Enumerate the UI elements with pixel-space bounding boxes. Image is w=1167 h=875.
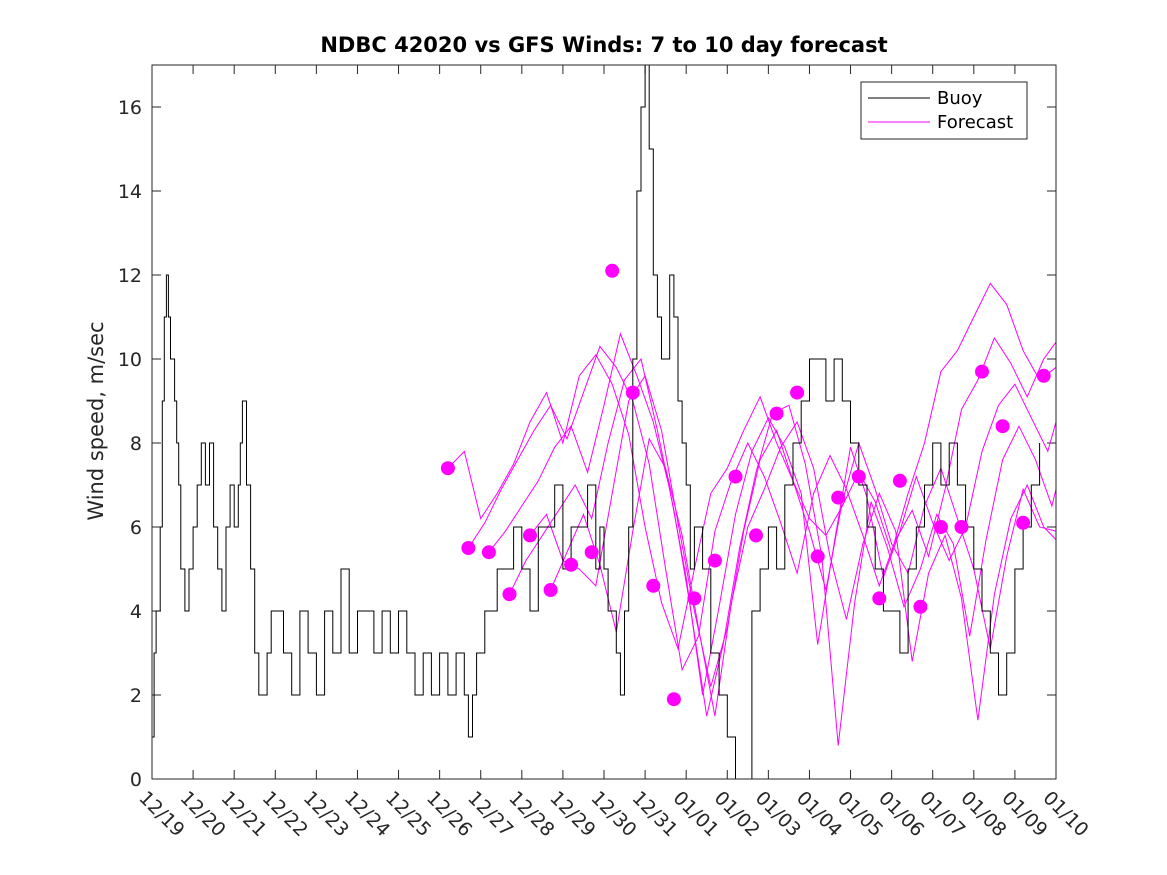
forecast-point	[481, 545, 496, 560]
legend-forecast-label: Forecast	[937, 112, 1013, 133]
forecast-point	[584, 545, 599, 560]
forecast-point	[646, 578, 661, 593]
forecast-point	[687, 591, 702, 606]
forecast-point	[564, 557, 579, 572]
buoy-series-line	[152, 65, 1041, 779]
forecast-point	[851, 469, 866, 484]
forecast-series-line	[447, 282, 1056, 651]
data-layer	[152, 65, 1056, 779]
forecast-point	[749, 528, 763, 543]
forecast-point	[790, 385, 805, 400]
forecast-point	[605, 263, 620, 278]
forecast-point	[502, 587, 517, 602]
forecast-point	[1016, 515, 1031, 530]
y-axis-label: Wind speed, m/sec	[84, 321, 108, 520]
y-tick-label: 10	[118, 349, 142, 371]
plot-frame	[151, 64, 1057, 780]
forecast-point	[440, 461, 455, 476]
forecast-series-line	[488, 332, 1056, 696]
forecast-series-line	[550, 420, 1056, 721]
y-tick-label: 14	[118, 181, 142, 203]
marker-layer	[440, 263, 1051, 707]
y-tick-label: 6	[130, 517, 142, 539]
forecast-point	[831, 490, 846, 505]
forecast-point	[769, 406, 784, 421]
y-tick-label: 8	[130, 433, 142, 455]
y-tick-label: 4	[130, 601, 142, 623]
forecast-point	[954, 520, 969, 534]
forecast-point	[892, 473, 907, 488]
y-tick-label: 0	[130, 769, 142, 791]
forecast-series-line	[509, 357, 1056, 746]
forecast-point	[872, 591, 887, 606]
forecast-point	[707, 553, 722, 568]
forecast-point	[810, 549, 825, 564]
forecast-point	[913, 599, 928, 614]
legend: Buoy Forecast	[860, 81, 1028, 140]
forecast-point	[543, 583, 558, 597]
y-tick-label: 16	[118, 97, 142, 119]
forecast-point	[625, 385, 640, 400]
forecast-point	[461, 541, 476, 555]
forecast-point	[1036, 368, 1051, 383]
y-tick-label: 12	[118, 265, 142, 287]
y-tick-label: 2	[130, 685, 142, 707]
forecast-point	[995, 419, 1010, 434]
forecast-point	[975, 364, 989, 379]
forecast-point	[933, 520, 948, 534]
forecast-point	[523, 528, 537, 543]
forecast-point	[728, 469, 743, 484]
forecast-series-line	[467, 336, 1056, 672]
legend-box	[860, 81, 1028, 140]
chart-title: NDBC 42020 vs GFS Winds: 7 to 10 day for…	[320, 33, 887, 57]
legend-buoy-label: Buoy	[937, 88, 983, 109]
forecast-point	[666, 692, 681, 707]
